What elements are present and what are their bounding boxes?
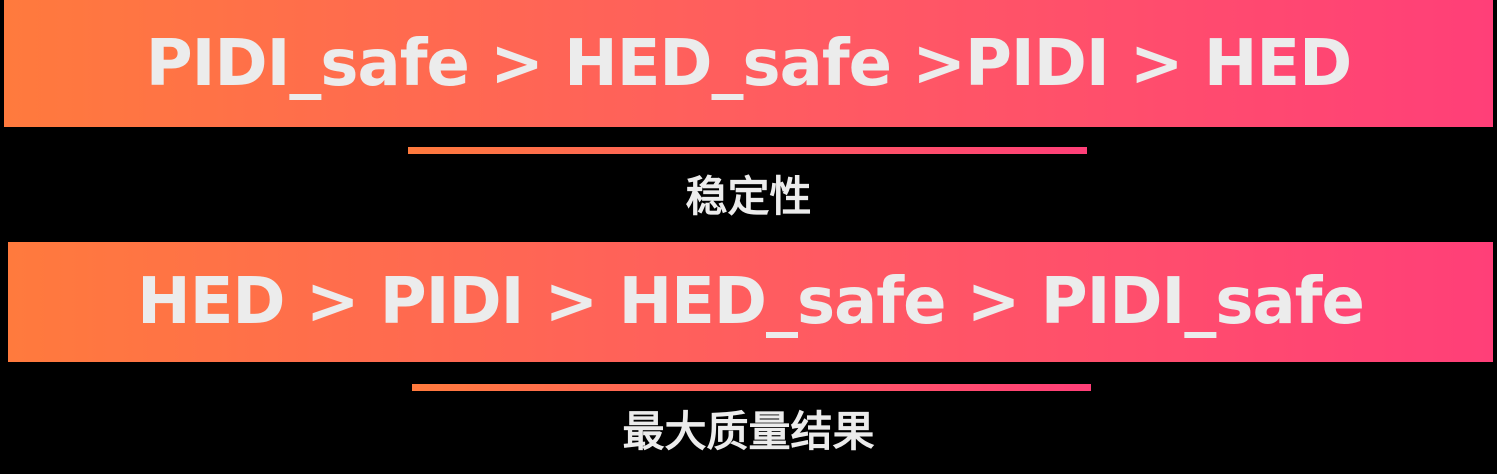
stability-ranking-text: PIDI_safe > HED_safe >PIDI > HED — [145, 26, 1352, 101]
stability-caption: 稳定性 — [685, 172, 812, 221]
stability-divider — [408, 147, 1087, 154]
max-quality-ranking-banner: HED > PIDI > HED_safe > PIDI_safe — [8, 242, 1493, 362]
max-quality-ranking-text: HED > PIDI > HED_safe > PIDI_safe — [137, 265, 1365, 339]
max-quality-caption: 最大质量结果 — [622, 407, 875, 456]
max-quality-divider — [412, 384, 1091, 391]
stability-ranking-banner: PIDI_safe > HED_safe >PIDI > HED — [4, 0, 1493, 127]
